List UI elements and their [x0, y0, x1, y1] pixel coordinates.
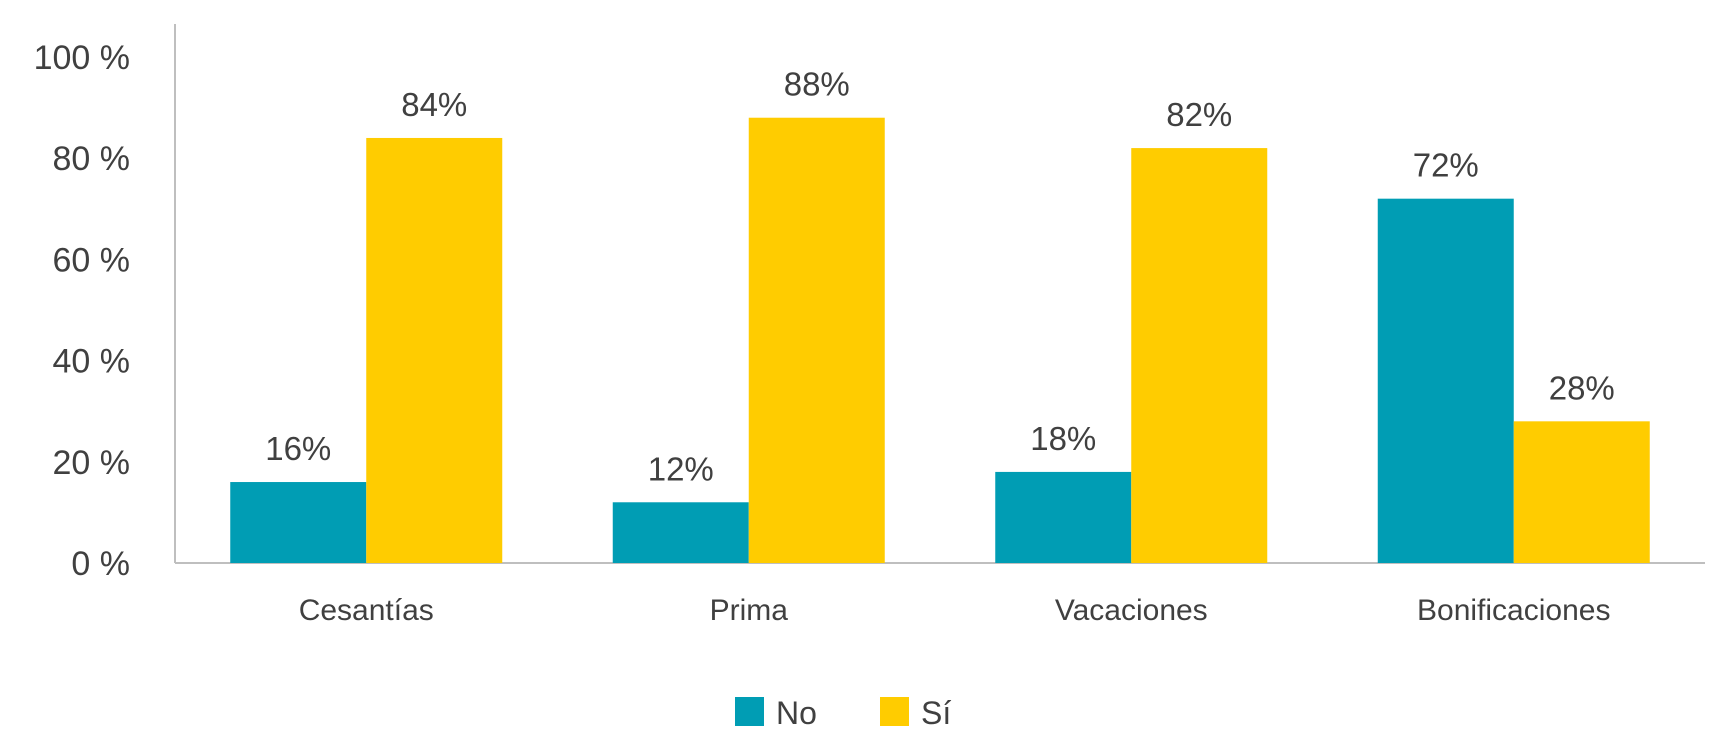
data-labels-group: 16% 84% 12% 88% 18% 82% 72% 28%	[265, 66, 1615, 488]
data-label: 12%	[648, 450, 714, 487]
x-category-label: Bonificaciones	[1417, 594, 1610, 627]
y-tick-label: 80 %	[53, 140, 131, 178]
x-category-label: Cesantías	[299, 594, 434, 627]
data-label: 18%	[1030, 420, 1096, 457]
y-tick-label: 60 %	[53, 241, 131, 279]
data-label: 28%	[1549, 369, 1615, 406]
y-tick-label: 100 %	[34, 39, 130, 77]
bars-group	[230, 117, 1650, 563]
bar-no-1	[612, 502, 749, 563]
legend-swatch-no	[735, 697, 764, 726]
data-label: 72%	[1413, 147, 1479, 184]
y-tick-label: 40 %	[53, 343, 131, 381]
bar-sí-0	[366, 137, 503, 563]
data-label: 88%	[784, 66, 850, 103]
y-tick-label: 20 %	[53, 444, 131, 482]
bar-sí-1	[748, 117, 885, 563]
bar-no-2	[995, 471, 1132, 563]
data-label: 84%	[401, 86, 467, 123]
x-axis: Cesantías Prima Vacaciones Bonificaciones	[175, 562, 1705, 627]
bar-sí-3	[1513, 421, 1650, 563]
legend-label: Sí	[921, 695, 951, 731]
bar-no-0	[230, 482, 367, 563]
x-category-label: Vacaciones	[1055, 594, 1208, 627]
legend-swatch-sí	[880, 697, 909, 726]
bar-sí-2	[1131, 148, 1268, 563]
legend: No Sí	[735, 695, 951, 731]
y-axis: 0 % 20 % 40 % 60 % 80 % 100 %	[34, 24, 176, 583]
x-category-label: Prima	[710, 594, 789, 627]
data-label: 16%	[265, 430, 331, 467]
bar-no-3	[1377, 198, 1514, 563]
data-label: 82%	[1166, 96, 1232, 133]
y-tick-label: 0 %	[71, 545, 130, 583]
legend-label: No	[776, 695, 817, 731]
